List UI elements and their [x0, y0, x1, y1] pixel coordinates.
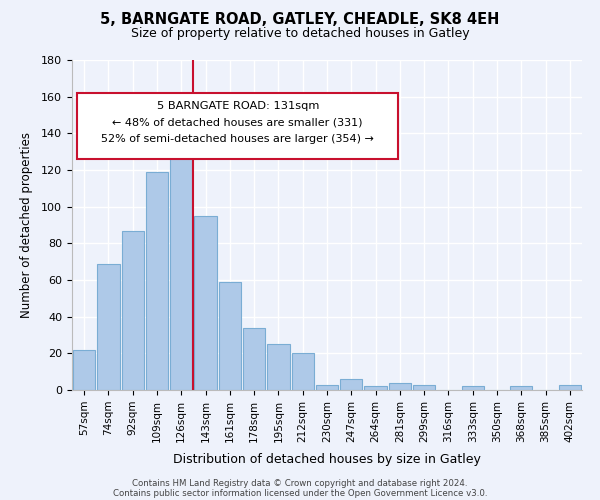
Bar: [461, 386, 484, 390]
Bar: [316, 384, 338, 390]
Bar: [73, 350, 95, 390]
Bar: [292, 354, 314, 390]
Bar: [510, 386, 532, 390]
Text: 5 BARNGATE ROAD: 131sqm: 5 BARNGATE ROAD: 131sqm: [157, 102, 319, 112]
Bar: [389, 382, 411, 390]
Bar: [122, 230, 144, 390]
Text: 5, BARNGATE ROAD, GATLEY, CHEADLE, SK8 4EH: 5, BARNGATE ROAD, GATLEY, CHEADLE, SK8 4…: [100, 12, 500, 28]
Bar: [340, 379, 362, 390]
Text: Contains public sector information licensed under the Open Government Licence v3: Contains public sector information licen…: [113, 488, 487, 498]
Bar: [97, 264, 119, 390]
FancyBboxPatch shape: [77, 93, 398, 159]
Bar: [170, 134, 193, 390]
Bar: [413, 384, 436, 390]
Text: Contains HM Land Registry data © Crown copyright and database right 2024.: Contains HM Land Registry data © Crown c…: [132, 478, 468, 488]
Bar: [364, 386, 387, 390]
Text: 52% of semi-detached houses are larger (354) →: 52% of semi-detached houses are larger (…: [101, 134, 374, 144]
Text: Size of property relative to detached houses in Gatley: Size of property relative to detached ho…: [131, 28, 469, 40]
Bar: [194, 216, 217, 390]
Bar: [243, 328, 265, 390]
Bar: [146, 172, 168, 390]
Bar: [218, 282, 241, 390]
X-axis label: Distribution of detached houses by size in Gatley: Distribution of detached houses by size …: [173, 453, 481, 466]
Bar: [559, 384, 581, 390]
Bar: [267, 344, 290, 390]
Text: ← 48% of detached houses are smaller (331): ← 48% of detached houses are smaller (33…: [113, 118, 363, 128]
Y-axis label: Number of detached properties: Number of detached properties: [20, 132, 33, 318]
